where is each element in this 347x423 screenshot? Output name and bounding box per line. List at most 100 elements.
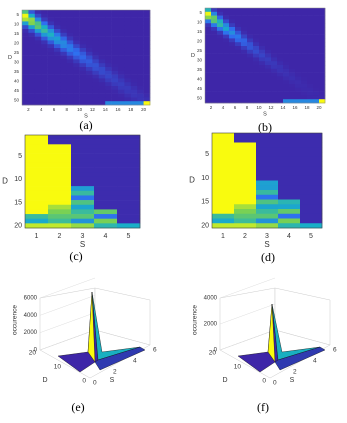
heat-cell bbox=[22, 51, 29, 56]
y-tick-label: 25 bbox=[197, 48, 203, 53]
heat-cell bbox=[247, 19, 254, 24]
heat-cell bbox=[124, 40, 132, 45]
heat-cell bbox=[86, 48, 93, 53]
heat-cell bbox=[111, 78, 119, 83]
heat-cell bbox=[217, 76, 224, 81]
heat-cell bbox=[130, 97, 138, 102]
heat-cell bbox=[137, 36, 144, 41]
heat-cell bbox=[143, 70, 151, 75]
heat-cell bbox=[73, 78, 80, 83]
heat-cell bbox=[234, 223, 257, 229]
heat-cell bbox=[73, 93, 80, 98]
heat-cell bbox=[47, 13, 55, 18]
heat-cell bbox=[54, 82, 61, 87]
heat-cell bbox=[301, 95, 308, 100]
heat-cell bbox=[86, 74, 93, 79]
heat-cell bbox=[118, 17, 125, 22]
heat-cell bbox=[73, 40, 80, 45]
x-tick-label: 14 bbox=[280, 105, 286, 110]
heat-cell bbox=[265, 84, 272, 89]
heat-cell bbox=[247, 72, 254, 77]
heat-cell bbox=[283, 42, 290, 47]
heat-cell bbox=[94, 204, 118, 210]
heat-cell bbox=[137, 67, 144, 72]
heat-cell bbox=[277, 87, 284, 92]
heat-cell bbox=[235, 72, 242, 77]
heat-cell bbox=[205, 84, 212, 89]
heat-cell bbox=[313, 49, 320, 54]
heat-cell bbox=[34, 93, 42, 98]
y-tick-label: 20 bbox=[14, 223, 22, 230]
heat-cell bbox=[300, 166, 323, 172]
heat-cell bbox=[54, 101, 61, 106]
heat-cell bbox=[212, 185, 235, 191]
heat-cell bbox=[124, 51, 132, 56]
heat-cell bbox=[259, 91, 266, 96]
heat-cell bbox=[319, 57, 326, 62]
heat-cell bbox=[105, 17, 112, 22]
heat-cell bbox=[28, 44, 36, 49]
heat-cell bbox=[28, 82, 36, 87]
heat-cell bbox=[295, 49, 302, 54]
heat-cell bbox=[241, 68, 248, 73]
heat-cell bbox=[235, 15, 242, 20]
heat-cell bbox=[130, 59, 138, 64]
heat-cell bbox=[247, 84, 254, 89]
heat-cell bbox=[105, 25, 112, 30]
heat-cell bbox=[307, 72, 314, 77]
heat-cell bbox=[98, 29, 106, 34]
heat-cell bbox=[253, 84, 260, 89]
heat-cell bbox=[265, 38, 272, 43]
heat-cell bbox=[307, 91, 314, 96]
heat-cell bbox=[295, 46, 302, 51]
heat-cell bbox=[229, 30, 236, 35]
heat-cell bbox=[235, 61, 242, 66]
y-axis-label: D bbox=[191, 53, 195, 59]
x-axis-label: S bbox=[264, 240, 269, 249]
x-tick-label: 5 bbox=[309, 233, 313, 240]
x-tick-label: 3 bbox=[81, 233, 85, 240]
heat-cell bbox=[229, 76, 236, 81]
heat-cell bbox=[217, 23, 224, 28]
heat-cell bbox=[283, 49, 290, 54]
heat-cell bbox=[54, 51, 61, 56]
heat-cell bbox=[256, 204, 279, 210]
y-tick-label: 35 bbox=[14, 69, 20, 74]
heat-cell bbox=[143, 29, 151, 34]
heat-cell bbox=[313, 42, 320, 47]
heat-cell bbox=[130, 67, 138, 72]
heat-cell bbox=[234, 152, 257, 158]
heat-cell bbox=[229, 91, 236, 96]
heat-cell bbox=[277, 8, 284, 13]
heat-cell bbox=[241, 72, 248, 77]
heat-cell bbox=[118, 29, 125, 34]
heat-cell bbox=[277, 15, 284, 20]
heat-cell bbox=[28, 74, 36, 79]
heat-cell bbox=[48, 144, 72, 150]
heat-cell bbox=[307, 19, 314, 24]
heat-cell bbox=[277, 19, 284, 24]
heat-cell bbox=[319, 19, 326, 24]
heat-cell bbox=[41, 70, 48, 75]
heat-cell bbox=[234, 213, 257, 219]
heat-cell bbox=[278, 199, 301, 205]
heat-cell bbox=[130, 78, 138, 83]
heat-cell bbox=[54, 55, 61, 60]
heat-cell bbox=[265, 65, 272, 70]
heat-cell bbox=[86, 59, 93, 64]
heat-cell bbox=[34, 70, 42, 75]
heat-cell bbox=[256, 185, 279, 191]
heat-cell bbox=[124, 48, 132, 53]
heat-cell bbox=[143, 89, 151, 94]
x-tick-label: 14 bbox=[103, 107, 109, 112]
heat-cell bbox=[94, 195, 118, 201]
heat-cell bbox=[289, 65, 296, 70]
heat-cell bbox=[124, 59, 132, 64]
heat-cell bbox=[295, 27, 302, 32]
heat-cell bbox=[79, 51, 87, 56]
heat-cell bbox=[48, 190, 72, 196]
heat-cell bbox=[28, 32, 36, 37]
heat-cell bbox=[124, 86, 132, 91]
heat-cell bbox=[300, 152, 323, 158]
heat-cell bbox=[48, 223, 72, 229]
